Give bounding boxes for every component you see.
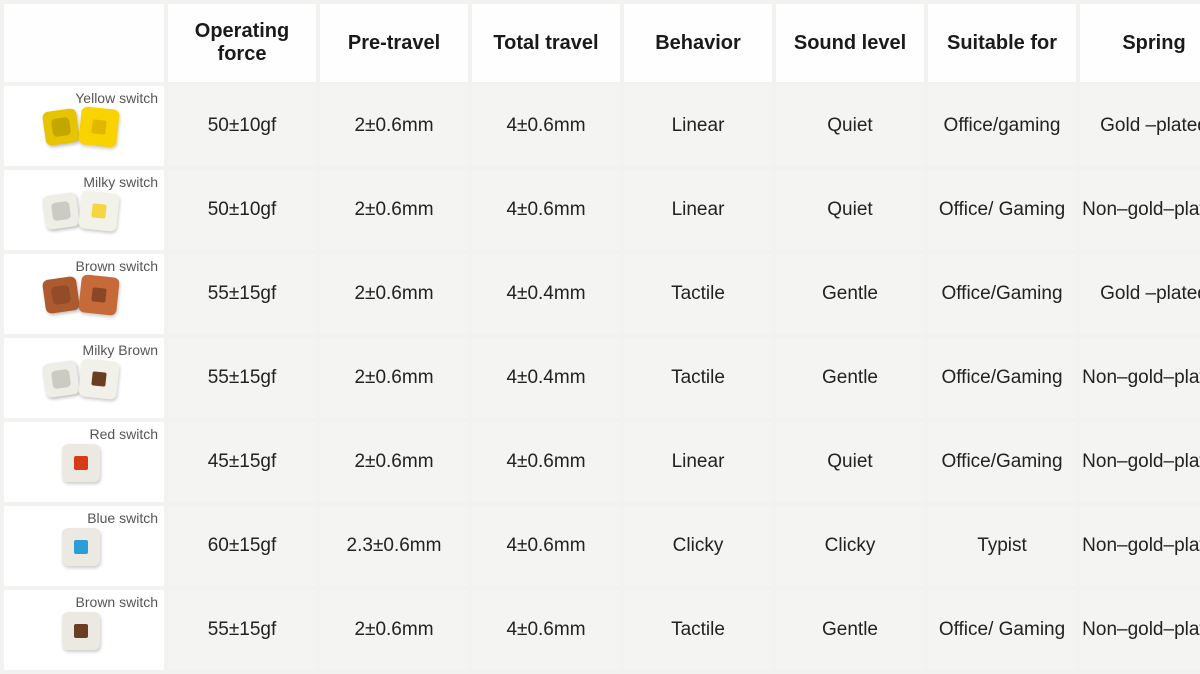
- table-cell: Clicky: [776, 506, 924, 586]
- table-row: Brown switch 55±15gf2±0.6mm4±0.4mmTactile…: [4, 254, 1200, 334]
- table-cell: Gentle: [776, 254, 924, 334]
- switch-label-cell: Milky Brown: [4, 338, 164, 418]
- table-row: Yellow switch 50±10gf2±0.6mm4±0.6mmLinear…: [4, 86, 1200, 166]
- table-cell: 4±0.6mm: [472, 170, 620, 250]
- table-cell: 45±15gf: [168, 422, 316, 502]
- switch-name-label: Brown switch: [4, 594, 158, 610]
- table-cell: 4±0.6mm: [472, 422, 620, 502]
- switch-label-cell: Brown switch: [4, 254, 164, 334]
- table-cell: Office/ Gaming: [928, 170, 1076, 250]
- table-cell: 2±0.6mm: [320, 86, 468, 166]
- table-cell: 4±0.6mm: [472, 86, 620, 166]
- switch-name-label: Red switch: [4, 426, 158, 442]
- table-cell: 55±15gf: [168, 254, 316, 334]
- table-cell: Tactile: [624, 590, 772, 670]
- switch-icon: [4, 108, 158, 146]
- table-row: Brown switch 55±15gf2±0.6mm4±0.6mmTactile…: [4, 590, 1200, 670]
- table-row: Milky Brown 55±15gf2±0.6mm4±0.4mmTactileG…: [4, 338, 1200, 418]
- table-cell: Non–gold–plated: [1080, 590, 1200, 670]
- table-row: Blue switch60±15gf2.3±0.6mm4±0.6mmClicky…: [4, 506, 1200, 586]
- table-cell: Gentle: [776, 338, 924, 418]
- table-cell: 2±0.6mm: [320, 254, 468, 334]
- table-cell: Linear: [624, 86, 772, 166]
- header-sound-level: Sound level: [776, 4, 924, 82]
- table-cell: 2±0.6mm: [320, 338, 468, 418]
- header-blank: [4, 4, 164, 82]
- table-cell: 55±15gf: [168, 338, 316, 418]
- table-cell: Office/Gaming: [928, 254, 1076, 334]
- switch-label-cell: Red switch: [4, 422, 164, 502]
- table-cell: 4±0.4mm: [472, 338, 620, 418]
- switch-name-label: Milky switch: [4, 174, 158, 190]
- table-cell: 2±0.6mm: [320, 590, 468, 670]
- table-cell: Non–gold–plated: [1080, 170, 1200, 250]
- table-cell: Non–gold–plated: [1080, 338, 1200, 418]
- switch-label-cell: Blue switch: [4, 506, 164, 586]
- header-operating-force: Operating force: [168, 4, 316, 82]
- table-cell: 50±10gf: [168, 86, 316, 166]
- table-cell: 2±0.6mm: [320, 170, 468, 250]
- switch-name-label: Milky Brown: [4, 342, 158, 358]
- switch-icon: [4, 360, 158, 398]
- table-cell: Non–gold–plated: [1080, 506, 1200, 586]
- table-cell: Tactile: [624, 338, 772, 418]
- header-spring: Spring: [1080, 4, 1200, 82]
- table-cell: Office/ Gaming: [928, 590, 1076, 670]
- header-total-travel: Total travel: [472, 4, 620, 82]
- table-cell: Clicky: [624, 506, 772, 586]
- table-cell: Office/Gaming: [928, 422, 1076, 502]
- switch-comparison-table: Operating force Pre-travel Total travel …: [0, 0, 1200, 674]
- table-cell: Non–gold–plated: [1080, 422, 1200, 502]
- table-cell: 4±0.4mm: [472, 254, 620, 334]
- switch-icon: [4, 276, 158, 314]
- table-cell: 50±10gf: [168, 170, 316, 250]
- table-cell: 60±15gf: [168, 506, 316, 586]
- switch-label-cell: Milky switch: [4, 170, 164, 250]
- table-cell: 2±0.6mm: [320, 422, 468, 502]
- table-row: Milky switch 50±10gf2±0.6mm4±0.6mmLinearQ…: [4, 170, 1200, 250]
- table-cell: Quiet: [776, 422, 924, 502]
- switch-icon: [4, 612, 158, 650]
- table-cell: Gentle: [776, 590, 924, 670]
- header-behavior: Behavior: [624, 4, 772, 82]
- table-cell: 4±0.6mm: [472, 506, 620, 586]
- table-cell: 2.3±0.6mm: [320, 506, 468, 586]
- table-cell: Gold –plated: [1080, 86, 1200, 166]
- header-pre-travel: Pre-travel: [320, 4, 468, 82]
- switch-label-cell: Brown switch: [4, 590, 164, 670]
- table-cell: Quiet: [776, 86, 924, 166]
- table-cell: 4±0.6mm: [472, 590, 620, 670]
- switch-icon: [4, 444, 158, 482]
- table-cell: Linear: [624, 422, 772, 502]
- switch-name-label: Yellow switch: [4, 90, 158, 106]
- switch-name-label: Blue switch: [4, 510, 158, 526]
- table-cell: Office/Gaming: [928, 338, 1076, 418]
- header-suitable-for: Suitable for: [928, 4, 1076, 82]
- switch-icon: [4, 528, 158, 566]
- switch-icon: [4, 192, 158, 230]
- switch-name-label: Brown switch: [4, 258, 158, 274]
- table-row: Red switch 45±15gf2±0.6mm4±0.6mmLinearQui…: [4, 422, 1200, 502]
- switch-label-cell: Yellow switch: [4, 86, 164, 166]
- table-cell: Gold –plated: [1080, 254, 1200, 334]
- table-cell: Quiet: [776, 170, 924, 250]
- table-cell: Typist: [928, 506, 1076, 586]
- table-cell: Tactile: [624, 254, 772, 334]
- table-cell: 55±15gf: [168, 590, 316, 670]
- table-header-row: Operating force Pre-travel Total travel …: [4, 4, 1200, 82]
- table-cell: Office/gaming: [928, 86, 1076, 166]
- table-cell: Linear: [624, 170, 772, 250]
